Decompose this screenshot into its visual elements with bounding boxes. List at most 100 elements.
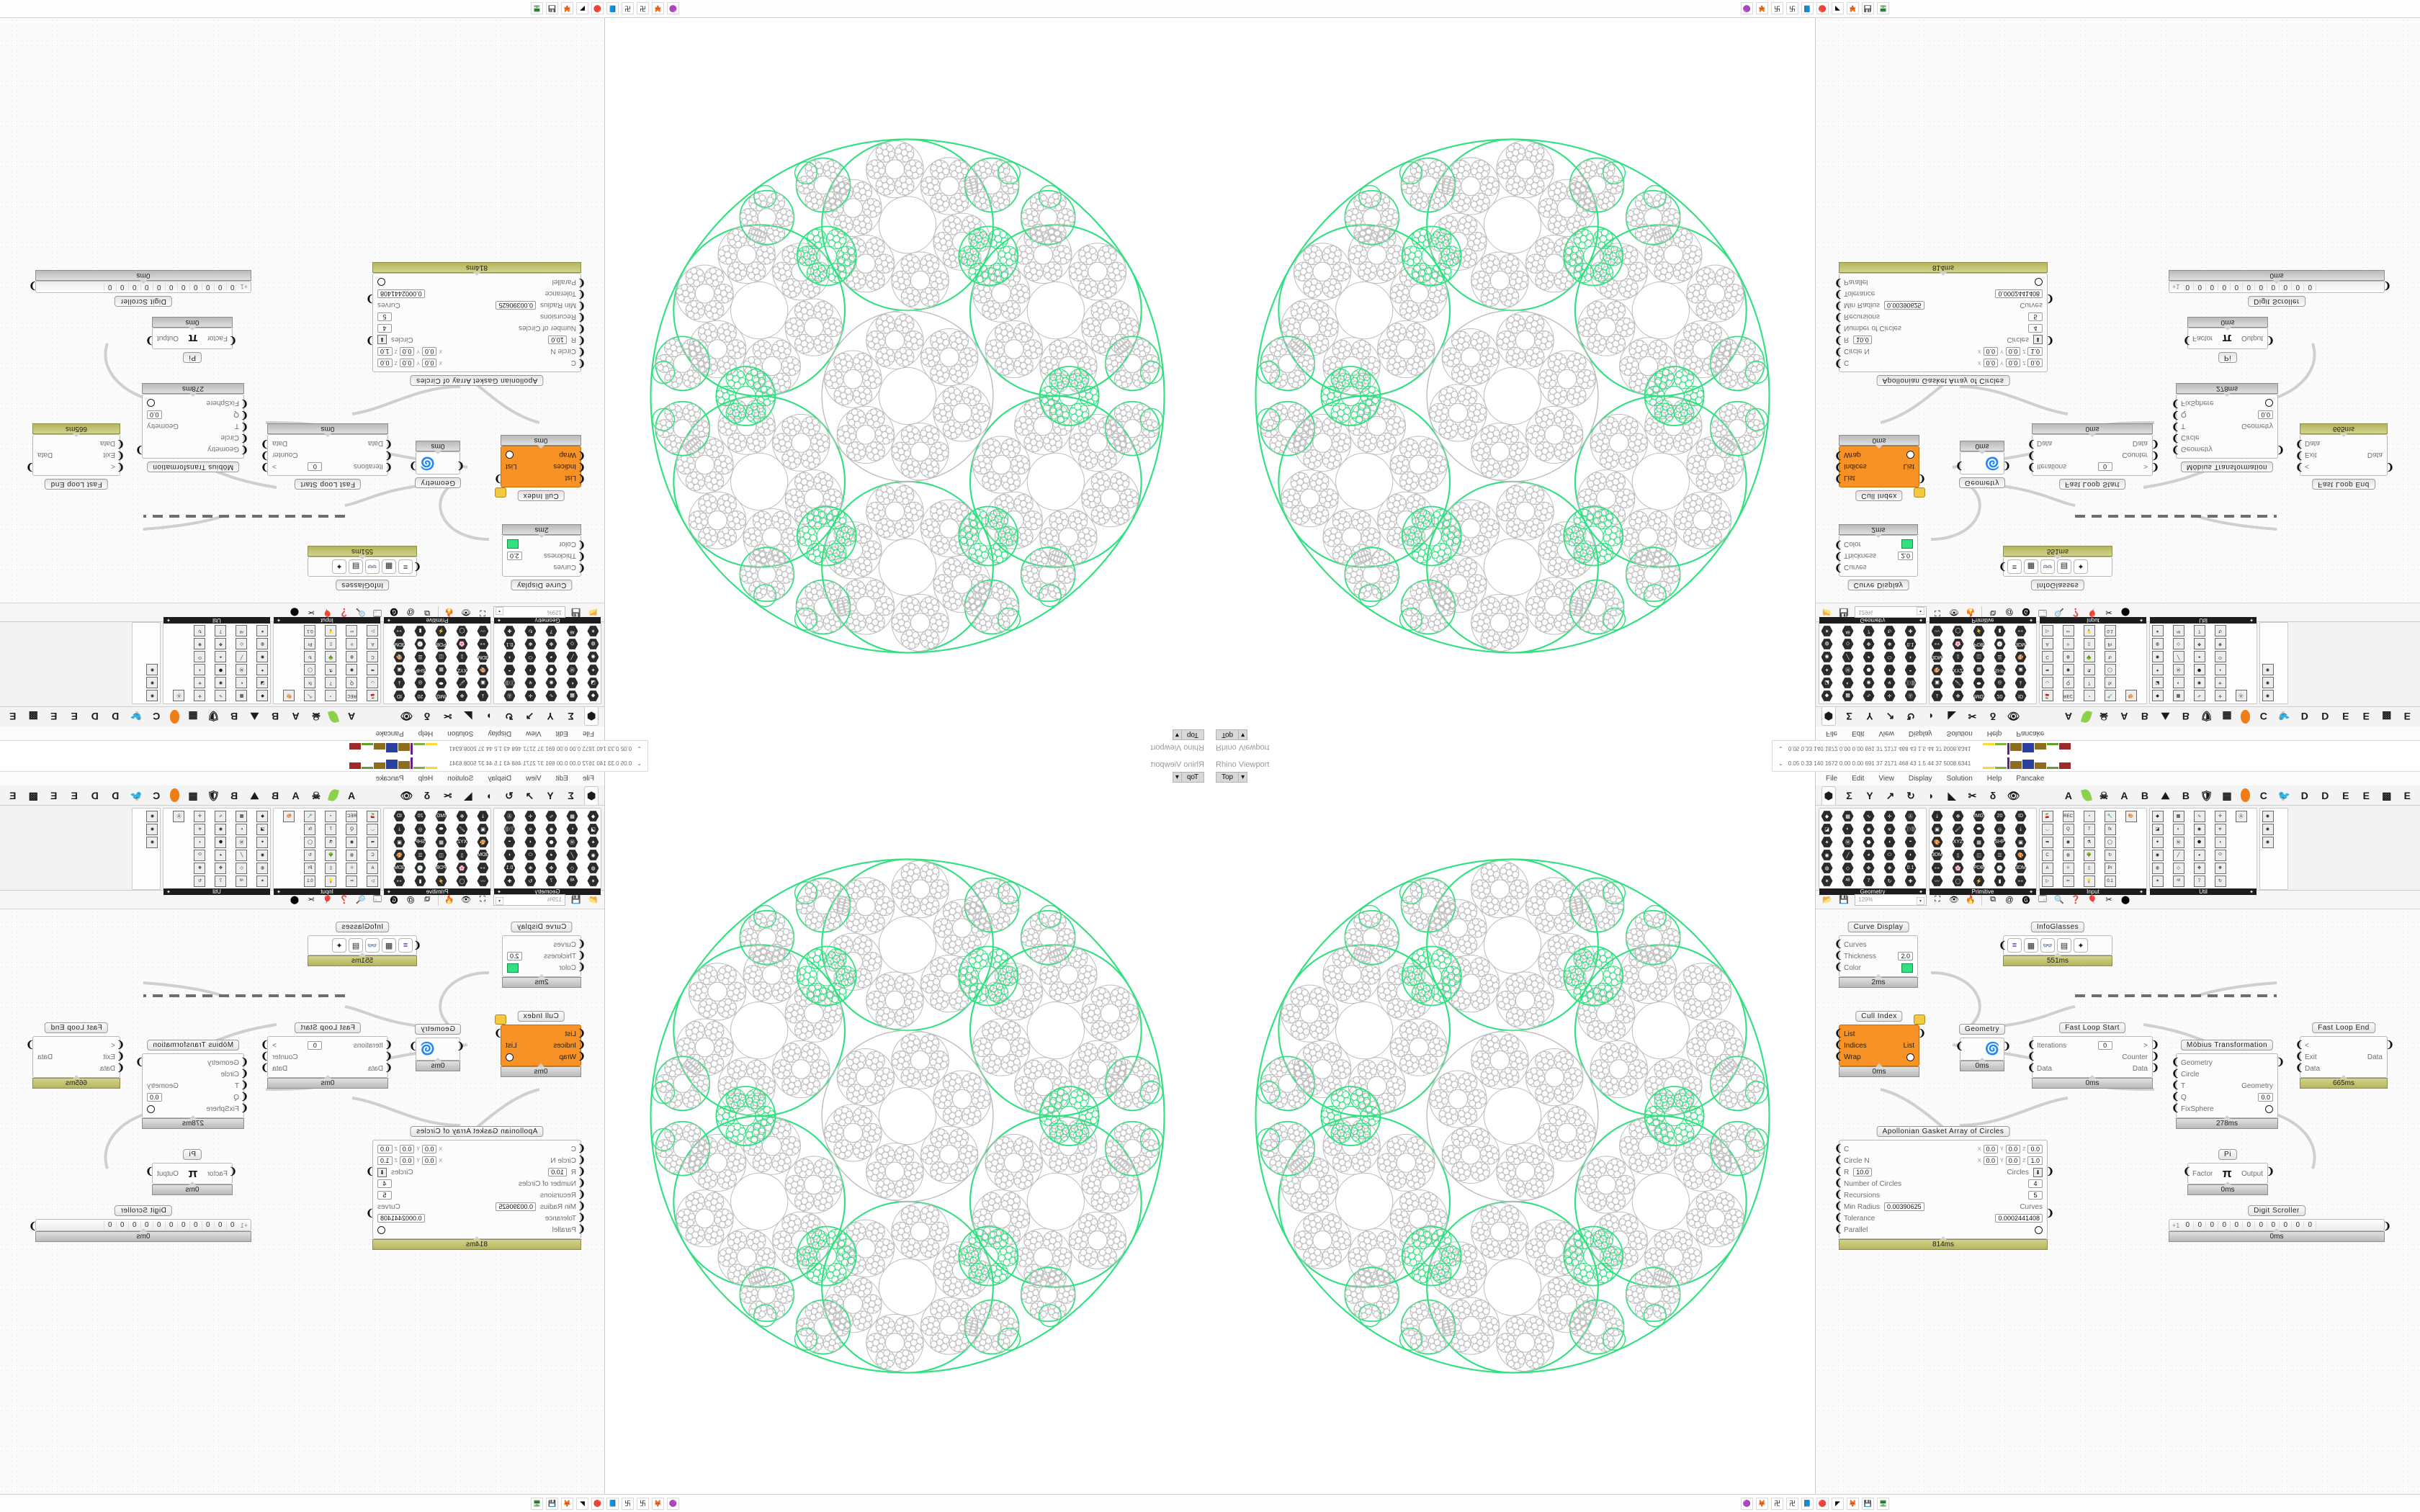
node-body[interactable]: ≡ ▦ 👓 ▤ ✦ ❨: [308, 557, 421, 577]
open-folder-icon[interactable]: 📂: [1822, 896, 1832, 904]
param-value-field[interactable]: 0: [308, 462, 323, 471]
ribbon-tool-icon[interactable]: 🎨: [393, 651, 405, 663]
ribbon-tool-icon[interactable]: 3DM: [2015, 638, 2027, 650]
ribbon-tool-icon[interactable]: ▯: [325, 862, 337, 874]
node-input-port[interactable]: ❨: [241, 1102, 248, 1113]
ribbon-tool-icon[interactable]: ◪: [2151, 823, 2164, 835]
ribbon-tool-icon[interactable]: 🍒: [2041, 690, 2053, 702]
node-body[interactable]: Iterations 0 > ❨ Counter ❨ Data Data ❨ ❩ ❩ ❩: [2027, 434, 2159, 476]
node-input-port[interactable]: ❨: [1834, 1166, 1842, 1176]
ribbon-tool-icon[interactable]: ⬭: [194, 651, 206, 663]
ribbon-tab2-14[interactable]: E: [71, 789, 78, 801]
digit-cell[interactable]: 0: [2182, 283, 2195, 291]
ribbon-tool-icon[interactable]: ⚛: [2062, 638, 2074, 650]
ribbon-tool-icon[interactable]: ∿: [2193, 810, 2205, 822]
ribbon-tool-icon[interactable]: ◕: [1863, 651, 1875, 663]
ribbon-tab2-11[interactable]: 🐦: [130, 789, 143, 801]
ribbon-tool-icon[interactable]: 🍒: [2041, 810, 2053, 822]
preview-eye-icon[interactable]: 👁: [461, 896, 471, 904]
ribbon-tool-icon[interactable]: ╱: [566, 849, 578, 861]
ribbon-tool-icon[interactable]: ↻: [304, 651, 316, 663]
os-taskbar[interactable]: 🟣 🦊 卍卍 📘 🔴 ◤ 🦊 💾 🖥: [0, 0, 1210, 18]
node-fast-loop-start[interactable]: Fast Loop Start Iterations 0 > ❨ Counter ❨ Data…: [261, 423, 393, 490]
ribbon-tool-icon[interactable]: ▯: [1952, 651, 1964, 663]
ribbon-tab-leaf-icon[interactable]: [328, 709, 340, 724]
ribbon-tool-icon[interactable]: ✚: [503, 625, 516, 637]
node-mobius-transformation[interactable]: Möbius Transformation Geometry ❨ Circle ❨ T Ge…: [135, 383, 248, 472]
sphere-icon[interactable]: ⬤: [2120, 896, 2130, 904]
viewport-view-selector[interactable]: Top ▾: [1172, 729, 1204, 740]
digit-cell[interactable]: 0: [176, 283, 189, 291]
param-value-field[interactable]: 0.0002441408: [377, 289, 425, 298]
node-input-port[interactable]: ❨: [2027, 451, 2035, 462]
info-glasses-grid-icon[interactable]: ▦: [382, 559, 396, 574]
ribbon-panel-expand-icon[interactable]: ✦: [2029, 889, 2033, 895]
ribbon-tool-icon[interactable]: ╱: [1842, 651, 1854, 663]
ribbon-tool-icon[interactable]: ◔: [325, 690, 337, 702]
ribbon-tool-icon[interactable]: ↻: [194, 625, 206, 637]
save-disk-icon[interactable]: 💾: [571, 896, 581, 904]
ribbon-tab2-15[interactable]: E: [2362, 711, 2370, 723]
node-input-port[interactable]: ❨: [241, 1079, 248, 1090]
ribbon-tool-icon[interactable]: ◍: [587, 862, 599, 874]
zoom-level-combo[interactable]: 129% ▾: [493, 894, 565, 906]
taskbar-firefox-icon[interactable]: 🦊: [1756, 2, 1768, 15]
down-arrow-icon[interactable]: ⬇: [377, 335, 387, 345]
ribbon-tool-icon[interactable]: ⤓: [2015, 677, 2027, 689]
ribbon-tool-icon[interactable]: ◉: [2262, 677, 2274, 689]
ribbon-tool-icon[interactable]: ▷: [2041, 875, 2053, 887]
taskbar-maze-icon[interactable]: 卍: [622, 2, 634, 15]
ribbon-tool-icon[interactable]: ✶: [2151, 875, 2164, 887]
ribbon-tab2-17[interactable]: E: [9, 789, 17, 801]
os-taskbar[interactable]: 🟣 🦊 卍卍 📘 🔴 ◤ 🦊 💾 🖥: [1210, 1494, 2420, 1512]
ribbon-tool-icon[interactable]: ⬭: [2214, 651, 2226, 663]
node-pi[interactable]: Pi Factor π Output ❨ ❩ 0ms: [2183, 317, 2275, 363]
ribbon-tool-icon[interactable]: ◖: [524, 836, 537, 848]
ribbon-tool-icon[interactable]: ✦: [2151, 664, 2164, 676]
ribbon-tool-icon[interactable]: ▩: [1842, 810, 1854, 822]
ribbon-tab2-15[interactable]: E: [2362, 789, 2370, 801]
ribbon-tool-icon[interactable]: C: [367, 651, 379, 663]
ribbon-tool-icon[interactable]: ⬭: [524, 849, 537, 861]
ribbon-tool-icon[interactable]: ⬬: [1973, 677, 1985, 689]
menu-bar[interactable]: File Edit View Display Solution Help Pan…: [1816, 772, 2420, 786]
down-arrow-icon[interactable]: ⬇: [377, 1167, 387, 1177]
ribbon-tab2-7[interactable]: 🛡: [207, 789, 220, 801]
ribbon-tool-icon[interactable]: ◍: [346, 651, 358, 663]
taskbar-app-purple-icon[interactable]: 🟣: [1741, 2, 1753, 15]
ribbon-tool-icon[interactable]: ▯: [2083, 638, 2095, 650]
ribbon-tool-icon[interactable]: ⤓: [2015, 823, 2027, 835]
node-body[interactable]: Factor π Output ❨ ❩: [2183, 1163, 2275, 1184]
node-input-port[interactable]: ❨: [229, 1166, 237, 1176]
ribbon-tool-icon[interactable]: ⒾⒹ: [503, 677, 516, 689]
param-value-field[interactable]: 0: [2097, 1041, 2112, 1050]
node-input-port[interactable]: ❨: [578, 1212, 586, 1223]
balloon-icon[interactable]: 🎈: [2087, 896, 2097, 904]
menu-help[interactable]: Help: [1986, 729, 2002, 737]
ribbon-tab-2[interactable]: Υ: [1866, 789, 1873, 801]
node-fast-loop-start[interactable]: Fast Loop Start Iterations 0 > ❨ Counter ❨ Data…: [261, 1022, 393, 1089]
menu-pancake[interactable]: Pancake: [2016, 729, 2045, 737]
ribbon-tool-icon[interactable]: ✥: [2193, 862, 2205, 874]
ribbon-tab-1[interactable]: Σ: [1846, 789, 1852, 801]
ribbon-tool-icon[interactable]: ⚡: [435, 625, 447, 637]
ribbon-tool-icon[interactable]: ◍: [2062, 849, 2074, 861]
param-value-z[interactable]: 1.0: [377, 347, 393, 356]
ribbon-tool-icon[interactable]: ᴬᴮ: [2172, 875, 2184, 887]
taskbar-notepad-icon[interactable]: 📘: [1801, 1497, 1814, 1510]
ribbon-tool-icon[interactable]: 🎨: [393, 849, 405, 861]
param-value-z[interactable]: 0.0: [2027, 359, 2043, 367]
ribbon-panel-expand-icon[interactable]: ✦: [166, 617, 171, 623]
node-input-port[interactable]: ❨: [578, 347, 586, 358]
ribbon-tool-icon[interactable]: ◡: [367, 823, 379, 835]
ribbon-tool-icon[interactable]: Q: [2062, 823, 2074, 835]
ribbon-tool-icon[interactable]: 👓: [2015, 625, 2027, 637]
node-input-port[interactable]: ❨: [2295, 1039, 2303, 1050]
param-value-field[interactable]: 0.0: [147, 1093, 162, 1102]
ribbon-tool-icon[interactable]: ▷: [367, 625, 379, 637]
ribbon-tool-icon[interactable]: ▣: [477, 823, 489, 835]
ribbon-tool-icon[interactable]: ◇: [1842, 862, 1854, 874]
ribbon-tab2-4[interactable]: B: [271, 711, 279, 723]
node-body[interactable]: < ❨ Exit Data ❨ Data ❨ ❩: [2295, 434, 2394, 476]
node-input-port[interactable]: ❨: [1834, 563, 1842, 574]
